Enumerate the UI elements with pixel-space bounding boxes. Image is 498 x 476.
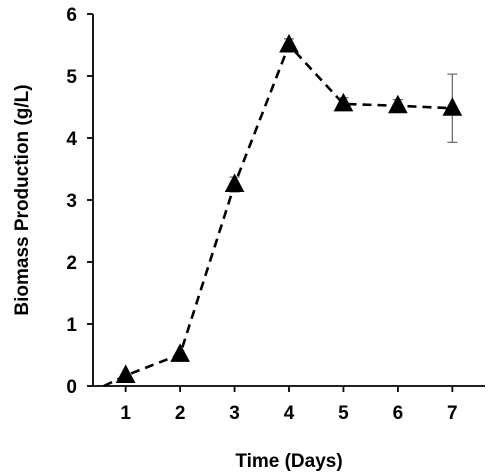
data-point-marker bbox=[279, 33, 299, 53]
x-tick-label: 5 bbox=[338, 403, 349, 424]
data-point-marker bbox=[333, 92, 354, 112]
data-point-marker bbox=[388, 94, 408, 114]
data-point-marker bbox=[115, 364, 136, 383]
x-tick-label: 6 bbox=[393, 403, 404, 424]
y-tick-label: 5 bbox=[66, 67, 77, 88]
x-tick-label: 3 bbox=[229, 403, 240, 424]
axes bbox=[92, 14, 485, 387]
y-tick-label: 6 bbox=[66, 5, 77, 26]
y-tick-label: 1 bbox=[66, 315, 77, 336]
data-point-marker bbox=[170, 343, 190, 362]
x-tick-label: 2 bbox=[175, 403, 186, 424]
data-point-marker bbox=[224, 173, 245, 192]
x-ticks: 1 2 3 4 5 6 7 bbox=[120, 386, 458, 424]
data-point-marker bbox=[442, 97, 463, 116]
y-axis-title: Biomass Production (g/L) bbox=[12, 84, 33, 315]
y-tick-label: 2 bbox=[66, 253, 77, 274]
x-tick-label: 1 bbox=[120, 403, 131, 424]
x-tick-label: 7 bbox=[447, 403, 458, 424]
y-tick-label: 3 bbox=[66, 191, 77, 212]
series-line bbox=[103, 42, 453, 388]
y-tick-label: 0 bbox=[66, 377, 77, 398]
y-tick-label: 4 bbox=[66, 129, 77, 150]
x-tick-label: 4 bbox=[284, 403, 295, 424]
plot-area bbox=[103, 33, 463, 388]
x-axis-title: Time (Days) bbox=[235, 451, 342, 472]
y-ticks: 0 1 2 3 4 5 6 bbox=[66, 5, 93, 398]
